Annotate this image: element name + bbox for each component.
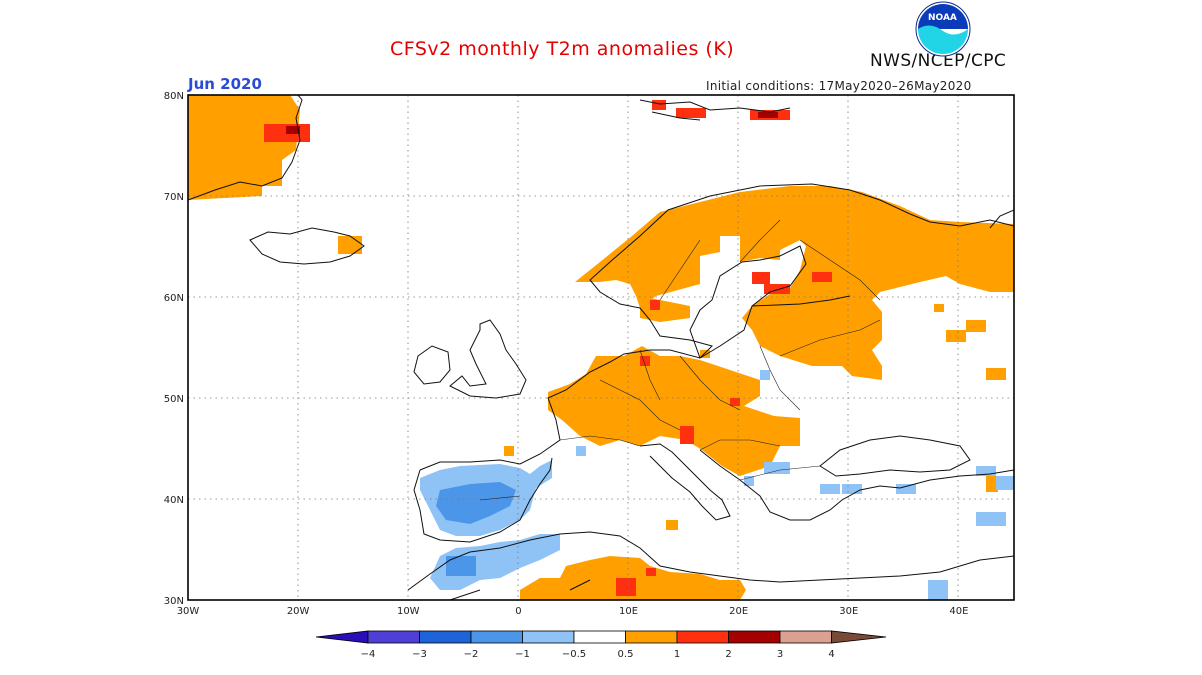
colorbar-label: 1 — [674, 649, 680, 660]
lon-label: 0 — [515, 606, 521, 617]
colorbar-label: −0.5 — [562, 649, 586, 660]
colorbar-swatch — [728, 630, 781, 644]
lon-label: 30W — [177, 606, 200, 617]
colorbar-label: −3 — [412, 649, 427, 660]
lat-label: 80N — [164, 91, 184, 102]
longitude-labels: 30W 20W 10W 0 10E 20E 30E 40E — [177, 606, 969, 617]
coast-gulf-finland — [751, 295, 851, 307]
colder-anomaly-regions — [436, 482, 516, 576]
forecast-month-label: Jun 2020 — [188, 75, 262, 93]
lon-label: 10W — [397, 606, 420, 617]
lat-label: 60N — [164, 293, 184, 304]
colorbar-swatch — [522, 630, 575, 644]
colorbar-swatch — [625, 630, 678, 644]
lat-label: 50N — [164, 394, 184, 405]
lon-label: 10E — [619, 606, 638, 617]
coast-italy — [639, 443, 731, 521]
colorbar-swatch — [676, 630, 729, 644]
noaa-logo-icon — [915, 1, 971, 57]
coast-iceland — [249, 227, 365, 265]
colorbar-swatch — [419, 630, 472, 644]
coast-black-sea — [819, 435, 971, 477]
colorbar-label: −1 — [515, 649, 530, 660]
very-hot-anomaly-cells — [286, 112, 778, 134]
colorbar-swatch — [470, 630, 523, 644]
coast-baltic — [689, 245, 807, 359]
anomaly-scandinavia — [575, 186, 1014, 380]
colorbar-label: 0.5 — [618, 649, 634, 660]
lon-label: 30E — [839, 606, 858, 617]
coast-greenland — [188, 95, 303, 201]
lat-label: 30N — [164, 596, 184, 607]
map-frame — [187, 94, 1015, 601]
lat-label: 40N — [164, 495, 184, 506]
colorbar-label: −2 — [464, 649, 479, 660]
lon-label: 20W — [287, 606, 310, 617]
map-area — [188, 95, 1014, 600]
logo-text: NOAA — [928, 13, 957, 23]
coast-svalbard — [639, 99, 791, 121]
coast-ireland — [413, 345, 451, 385]
coast-north-africa — [407, 531, 1014, 591]
colorbar-arrow-low — [315, 630, 369, 644]
coast-iberia — [413, 457, 553, 543]
coast-balkans — [699, 449, 1014, 521]
anomaly-greenland — [188, 95, 300, 200]
coast-novaya-zemlya — [989, 209, 1014, 229]
anomaly-central-europe — [548, 346, 800, 476]
colorbar-swatch — [573, 630, 626, 644]
lon-label: 20E — [729, 606, 748, 617]
latitude-labels: 80N 70N 60N 50N 40N 30N — [164, 91, 184, 607]
country-borders — [479, 219, 881, 501]
colorbar-label: −4 — [361, 649, 376, 660]
agency-label: NWS/NCEP/CPC — [870, 51, 1007, 71]
lon-label: 40E — [949, 606, 968, 617]
colorbar-label: 3 — [777, 649, 783, 660]
anomaly-iceland — [338, 236, 362, 254]
colorbar-swatch — [779, 630, 832, 644]
graticule — [188, 95, 1014, 600]
colorbar-swatch — [367, 630, 420, 644]
initial-conditions-label: Initial conditions: 17May2020–26May2020 — [706, 79, 972, 93]
chart-title: CFSv2 monthly T2m anomalies (K) — [390, 38, 735, 60]
colorbar-label: 2 — [725, 649, 731, 660]
colorbar-arrow-high — [831, 630, 887, 644]
colorbar: −4 −3 −2 −1 −0.5 0.5 1 2 3 4 — [315, 630, 887, 660]
colorbar-label: 4 — [828, 649, 834, 660]
lat-label: 70N — [164, 192, 184, 203]
anomaly-iberia-core — [436, 482, 516, 524]
coast-gb — [449, 319, 527, 399]
